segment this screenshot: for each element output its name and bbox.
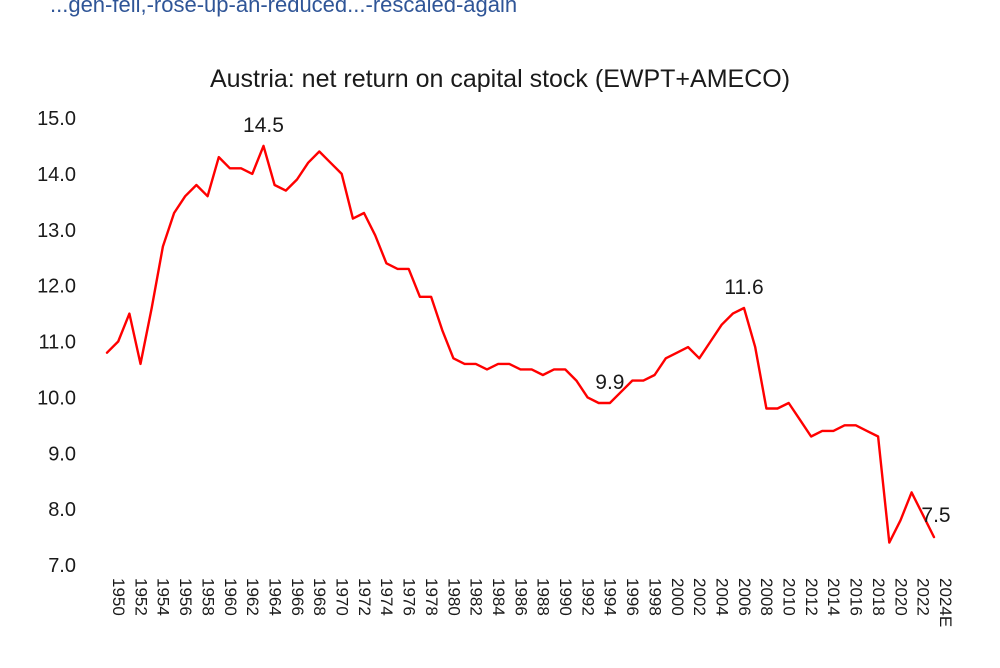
- x-tick-label: 1966: [288, 578, 307, 616]
- x-tick-label: 2008: [757, 578, 776, 616]
- x-tick-label: 1958: [198, 578, 217, 616]
- chart-title: Austria: net return on capital stock (EW…: [210, 65, 790, 93]
- y-axis: 15.0 14.0 13.0 12.0 11.0 10.0 9.0 8.0 7.0: [37, 108, 76, 577]
- x-tick-label: 1952: [131, 578, 150, 616]
- data-labels: 14.5 9.9 11.6 7.5: [243, 114, 951, 527]
- series-line: [105, 144, 936, 544]
- x-tick-label: 1980: [444, 578, 463, 616]
- data-label: 9.9: [595, 371, 624, 394]
- x-tick-label: 2012: [802, 578, 821, 616]
- x-tick-label: 1974: [377, 578, 396, 616]
- x-tick-label: 1992: [578, 578, 597, 616]
- x-tick-label: 1978: [422, 578, 441, 616]
- data-label: 14.5: [243, 114, 284, 137]
- x-tick-label: 1982: [467, 578, 486, 616]
- y-tick-label: 11.0: [39, 332, 76, 354]
- x-tick-label: 1998: [645, 578, 664, 616]
- x-tick-label: 1970: [333, 578, 352, 616]
- x-tick-label: 1972: [355, 578, 374, 616]
- x-tick-label: 1954: [154, 578, 173, 616]
- x-tick-label: 1984: [489, 578, 508, 616]
- x-tick-label: 1986: [511, 578, 530, 616]
- x-tick-label: 1994: [601, 578, 620, 616]
- top-caption: ...gen-fell,-rose-up-an-reduced...-resca…: [50, 0, 518, 17]
- x-tick-label: 2000: [668, 578, 687, 616]
- x-tick-label: 2004: [712, 578, 731, 616]
- y-tick-label: 13.0: [37, 220, 76, 242]
- x-tick-label: 1960: [221, 578, 240, 616]
- x-tick-label: 1990: [556, 578, 575, 616]
- x-tick-label: 1950: [109, 578, 128, 616]
- x-tick-label: 2020: [891, 578, 910, 616]
- data-points: [106, 145, 935, 544]
- x-tick-label: 2010: [780, 578, 799, 616]
- y-tick-label: 15.0: [37, 108, 76, 130]
- y-tick-label: 12.0: [37, 276, 76, 298]
- x-tick-label: 2006: [735, 578, 754, 616]
- x-tick-label: 1962: [243, 578, 262, 616]
- x-tick-label: 1976: [400, 578, 419, 616]
- x-tick-label: 2022: [914, 578, 933, 616]
- x-tick-label: 1964: [265, 578, 284, 616]
- x-tick-label: 2024E: [936, 578, 955, 627]
- x-tick-label: 1968: [310, 578, 329, 616]
- x-tick-label: 2002: [690, 578, 709, 616]
- data-label: 11.6: [724, 276, 763, 299]
- y-tick-label: 7.0: [48, 555, 76, 577]
- x-tick-label: 1988: [534, 578, 553, 616]
- y-tick-label: 10.0: [37, 387, 76, 409]
- x-tick-label: 2018: [869, 578, 888, 616]
- x-tick-label: 2014: [824, 578, 843, 616]
- x-tick-label: 1996: [623, 578, 642, 616]
- x-tick-label: 2016: [847, 578, 866, 616]
- data-label: 7.5: [921, 504, 950, 527]
- x-axis: 1950 1952 1954 1956 1958 1960 1962 1964 1966 1968…: [109, 578, 955, 627]
- y-tick-label: 14.0: [37, 164, 76, 186]
- y-tick-label: 9.0: [48, 443, 76, 465]
- x-tick-label: 1956: [176, 578, 195, 616]
- y-tick-label: 8.0: [48, 499, 76, 521]
